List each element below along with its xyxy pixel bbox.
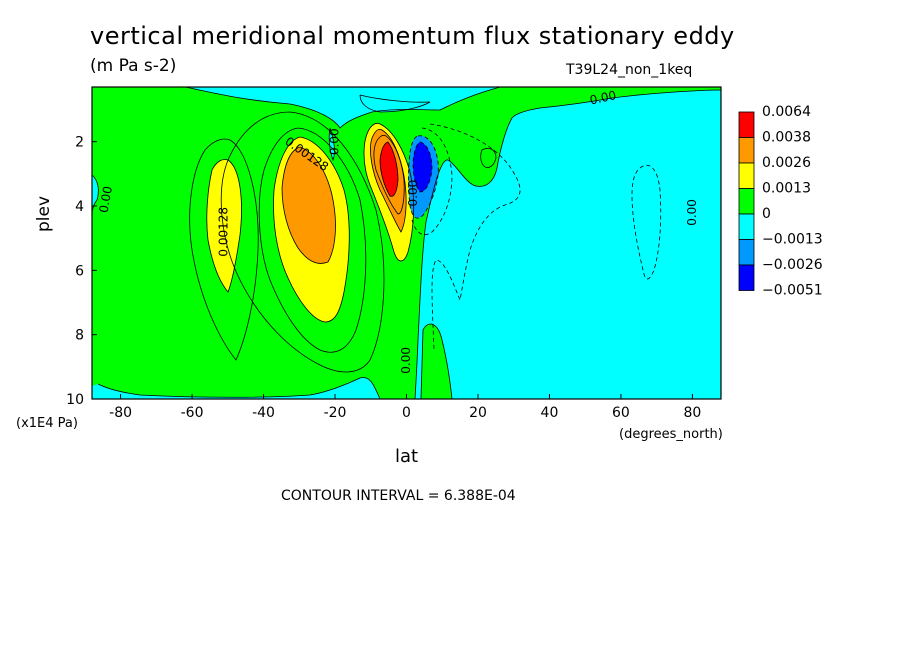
x-tick-label: 20 <box>469 405 487 421</box>
chart-title: vertical meridional momentum flux statio… <box>90 22 735 50</box>
y-axis: 2 4 6 8 10 <box>66 135 97 408</box>
contour-line <box>92 87 501 129</box>
fill-red-core <box>380 142 398 197</box>
x-tick-label: -60 <box>181 405 204 421</box>
x-tick-label: 40 <box>541 405 559 421</box>
contour-value-label: 0.00 <box>406 180 420 207</box>
fill-positive-tail <box>421 324 452 399</box>
y-tick-label: 8 <box>75 328 84 344</box>
colorbar-label: 0 <box>762 206 771 222</box>
negative-contour-line <box>429 123 521 351</box>
contour-line <box>258 127 367 353</box>
contour-value-label: 0.00 <box>685 199 699 226</box>
contour-line <box>97 377 381 399</box>
fill-green-pocket <box>480 148 496 168</box>
contour-line <box>414 89 721 399</box>
colorbar: 0.0064 0.0038 0.0026 0.0013 0 −0.0013 −0.0026 −… <box>738 104 823 299</box>
colorbar-swatch <box>738 213 755 240</box>
negative-contour-line <box>408 135 439 219</box>
contour-line <box>480 148 497 168</box>
x-axis: -80 -60 -40 -20 0 20 40 60 80 <box>109 394 701 421</box>
contour-lines <box>92 87 721 399</box>
contour-value-label: 0.00 <box>399 347 413 374</box>
negative-contour-line <box>412 141 433 193</box>
x-tick-label: 0 <box>402 405 411 421</box>
y-axis-units: (x1E4 Pa) <box>16 416 78 431</box>
colorbar-label: 0.0026 <box>762 155 811 171</box>
contour-line <box>281 146 336 264</box>
contour-line <box>359 94 431 113</box>
y-tick-label: 4 <box>75 199 84 215</box>
chart-units: (m Pa s-2) <box>90 56 177 76</box>
contour-line <box>206 159 242 293</box>
contour-line <box>420 323 453 399</box>
contour-line <box>328 127 335 162</box>
contour-interval: CONTOUR INTERVAL = 6.388E-04 <box>281 488 516 504</box>
colorbar-swatch <box>738 188 755 215</box>
colorbar-label: −0.0013 <box>762 232 823 248</box>
colorbar-swatch <box>738 111 755 138</box>
contour-line <box>189 138 259 361</box>
fill-negative-notch <box>329 128 335 160</box>
y-tick-label: 2 <box>75 135 84 151</box>
x-tick-label: 80 <box>683 405 701 421</box>
x-tick-label: -40 <box>252 405 275 421</box>
colorbar-swatch <box>738 162 755 189</box>
run-name: T39L24_non_1keq <box>566 62 693 78</box>
x-tick-label: -20 <box>324 405 347 421</box>
colorbar-swatch <box>738 239 755 266</box>
y-tick-label: 6 <box>75 263 84 279</box>
x-axis-label: lat <box>395 446 419 467</box>
contour-line <box>220 111 385 373</box>
colorbar-label: 0.0064 <box>762 104 811 120</box>
contour-line <box>373 134 405 215</box>
negative-contour-lines <box>408 123 662 351</box>
contour-fills <box>92 87 721 399</box>
colorbar-label: 0.0013 <box>762 181 811 197</box>
contour-value-label: 0.00128 <box>217 207 231 257</box>
negative-contour-line <box>631 164 662 280</box>
contour-value-label: 0.00 <box>588 88 617 107</box>
contour-line <box>363 122 415 262</box>
colorbar-swatch <box>738 264 755 291</box>
x-tick-label: 60 <box>612 405 630 421</box>
fill-yellow-west <box>206 159 242 292</box>
x-axis-units: (degrees_north) <box>619 427 723 442</box>
colorbar-label: −0.0026 <box>762 257 823 273</box>
contour-line <box>273 136 350 323</box>
contour-value-label: 0.00 <box>97 185 115 214</box>
y-tick-label: 10 <box>66 392 84 408</box>
colorbar-swatch <box>738 137 755 164</box>
fill-negative-top <box>360 95 430 112</box>
colorbar-label: −0.0051 <box>762 283 823 299</box>
fill-orange-central <box>282 147 336 264</box>
negative-contour-line <box>411 127 453 236</box>
colorbar-label: 0.0038 <box>762 130 811 146</box>
fill-blue-dark <box>413 142 432 192</box>
x-tick-label: -80 <box>109 405 132 421</box>
contour-value-label: 0.00 <box>328 128 342 155</box>
contour-line <box>379 141 399 197</box>
